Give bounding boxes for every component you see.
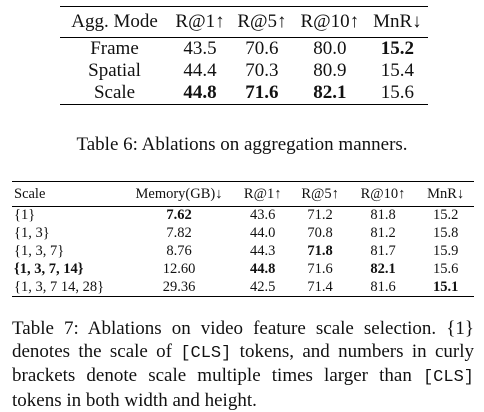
table-cell: 44.0 bbox=[250, 225, 276, 241]
table-cell: 43.6 bbox=[250, 207, 276, 224]
table-header-row: Agg. Mode R@1↑ R@5↑ R@10↑ MnR↓ bbox=[60, 6, 428, 38]
table-row: {1, 3, 7 14, 28} 29.36 42.5 71.4 81.6 15… bbox=[12, 279, 474, 297]
table-cell: 81.2 bbox=[370, 225, 396, 241]
column-header: R@5↑ bbox=[301, 185, 339, 202]
column-header: Memory(GB)↓ bbox=[135, 185, 223, 202]
table-cell: {1} bbox=[14, 207, 36, 224]
table-cell: 15.6 bbox=[432, 261, 459, 277]
table-cell: 81.7 bbox=[370, 243, 396, 259]
column-header: R@5↑ bbox=[237, 11, 287, 32]
table-row: {1, 3, 7, 14} 12.60 44.8 71.6 82.1 15.6 bbox=[12, 261, 474, 279]
table-cell: 71.6 bbox=[307, 261, 333, 277]
table-cell: 15.1 bbox=[432, 278, 459, 295]
table-cell: 12.60 bbox=[162, 261, 196, 277]
table-cell: {1, 3} bbox=[14, 225, 50, 241]
table-row: Spatial 44.4 70.3 80.9 15.4 bbox=[60, 60, 428, 82]
table-cell: 8.76 bbox=[166, 243, 192, 259]
table-row: Frame 43.5 70.6 80.0 15.2 bbox=[60, 38, 428, 61]
table-cell: 15.2 bbox=[432, 207, 459, 224]
table-cell: Frame bbox=[90, 38, 139, 59]
table-row: {1, 3} 7.82 44.0 70.8 81.2 15.8 bbox=[12, 225, 474, 243]
table-cell: 42.5 bbox=[250, 278, 276, 295]
table-cell: 29.36 bbox=[162, 278, 196, 295]
column-header: R@1↑ bbox=[175, 11, 225, 32]
table-cell: 15.4 bbox=[380, 60, 414, 81]
table-row: {1, 3, 7} 8.76 44.3 71.8 81.7 15.9 bbox=[12, 243, 474, 261]
table-cell: 70.3 bbox=[245, 60, 279, 81]
column-header: Agg. Mode bbox=[71, 11, 158, 32]
column-header: R@10↑ bbox=[300, 11, 360, 32]
table-cell: 71.2 bbox=[307, 207, 333, 224]
table-6: Agg. Mode R@1↑ R@5↑ R@10↑ MnR↓ Frame 43.… bbox=[60, 6, 428, 105]
table-7: Scale Memory(GB)↓ R@1↑ R@5↑ R@10↑ MnR↓ {… bbox=[12, 181, 474, 297]
table-cell: Scale bbox=[93, 82, 136, 103]
table-cell: 15.6 bbox=[380, 82, 414, 103]
table-cell: 44.8 bbox=[250, 261, 276, 277]
table-cell: Spatial bbox=[88, 60, 141, 81]
column-header: Scale bbox=[14, 185, 46, 202]
table-cell: 70.6 bbox=[245, 38, 279, 59]
table-cell: 80.0 bbox=[313, 38, 347, 59]
table-cell: 44.3 bbox=[250, 243, 276, 259]
table-cell: 7.62 bbox=[166, 207, 192, 224]
table-row: Scale 44.8 71.6 82.1 15.6 bbox=[60, 82, 428, 105]
table-cell: 15.8 bbox=[432, 225, 459, 241]
table-cell: 15.2 bbox=[380, 38, 414, 59]
caption-text: tokens in both width and height. bbox=[12, 389, 257, 411]
table-cell: 43.5 bbox=[183, 38, 217, 59]
table-row: {1} 7.62 43.6 71.2 81.8 15.2 bbox=[12, 207, 474, 225]
table-cell: 15.9 bbox=[432, 243, 459, 259]
table-cell: 70.8 bbox=[307, 225, 333, 241]
table-cell: 71.8 bbox=[307, 243, 333, 259]
cls-token-code: [CLS] bbox=[180, 343, 232, 363]
table-cell: {1, 3, 7} bbox=[14, 243, 65, 259]
caption-text: tokens, and numbers in curly brackets de… bbox=[12, 340, 474, 387]
table-cell: 44.8 bbox=[183, 82, 217, 103]
table-cell: {1, 3, 7 14, 28} bbox=[14, 278, 105, 295]
cls-token-code: [CLS] bbox=[422, 368, 474, 387]
table-cell: 7.82 bbox=[166, 225, 192, 241]
table-cell: 81.6 bbox=[370, 278, 396, 295]
table-cell: 44.4 bbox=[183, 60, 217, 81]
table-header-row: Scale Memory(GB)↓ R@1↑ R@5↑ R@10↑ MnR↓ bbox=[12, 181, 474, 207]
table-cell: 71.4 bbox=[307, 278, 333, 295]
column-header: R@10↑ bbox=[360, 185, 406, 202]
table-cell: 71.6 bbox=[245, 82, 279, 103]
column-header: MnR↓ bbox=[373, 11, 422, 32]
table-cell: {1, 3, 7, 14} bbox=[14, 261, 84, 277]
table-6-caption: Table 6: Ablations on aggregation manner… bbox=[76, 134, 408, 155]
table-cell: 82.1 bbox=[313, 82, 347, 103]
table-cell: 81.8 bbox=[370, 207, 396, 224]
table-cell: 82.1 bbox=[370, 261, 396, 277]
caption-text: Table 7: Ablations on video feature scal… bbox=[12, 318, 474, 362]
column-header: MnR↓ bbox=[427, 185, 465, 202]
table-cell: 80.9 bbox=[313, 60, 347, 81]
column-header: R@1↑ bbox=[243, 185, 282, 202]
table-7-caption: Table 7: Ablations on video feature scal… bbox=[12, 318, 474, 412]
